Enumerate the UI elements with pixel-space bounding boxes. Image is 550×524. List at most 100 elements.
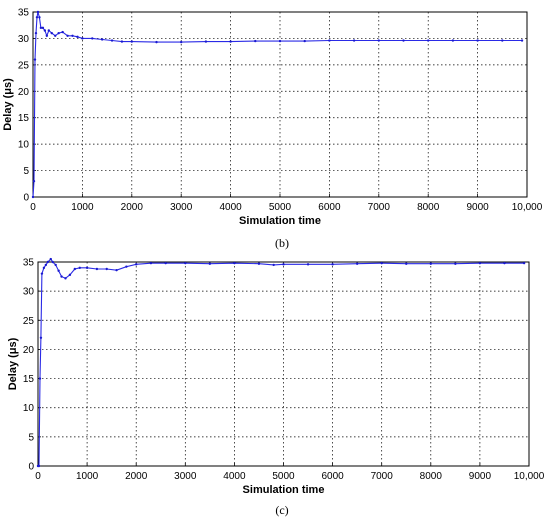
x-tick-label: 8000: [420, 471, 443, 482]
data-point: [49, 257, 52, 261]
x-tick-label: 0: [35, 471, 41, 482]
y-tick-label: 35: [18, 8, 30, 19]
y-tick-label: 0: [28, 462, 34, 473]
data-point: [64, 277, 67, 280]
data-point: [130, 40, 133, 43]
data-point: [32, 179, 36, 183]
x-tick-label: 6000: [318, 202, 341, 213]
y-tick-label: 35: [23, 258, 35, 269]
x-tick-label: 1000: [71, 202, 94, 213]
data-point: [454, 262, 457, 265]
data-point: [115, 268, 118, 272]
chart-panel-b: 0 1000 2000 3000 4000 5000 6000 7000 8000 9000 10,…: [2, 8, 543, 228]
y-axis-label: Delay (μs): [2, 78, 14, 131]
data-point: [68, 273, 72, 277]
data-point: [204, 40, 208, 43]
data-point: [54, 34, 57, 37]
x-tick-label: 10,000: [512, 202, 543, 213]
y-tick-label: 10: [23, 403, 35, 414]
data-point: [38, 16, 41, 19]
series-line: [38, 258, 525, 467]
y-tick-label: 20: [18, 87, 30, 98]
data-point: [120, 40, 124, 43]
y-tick-label: 25: [18, 60, 30, 71]
data-point: [95, 267, 99, 271]
data-point: [278, 39, 282, 43]
data-point: [39, 26, 43, 30]
y-tick-label: 15: [23, 374, 35, 385]
data-point: [73, 267, 77, 271]
data-point: [54, 263, 57, 267]
x-tick-label: 0: [30, 202, 36, 213]
data-point: [405, 262, 408, 265]
data-point: [478, 261, 482, 265]
data-point: [37, 464, 41, 468]
data-point: [303, 39, 306, 43]
y-tick-label: 5: [23, 166, 29, 177]
data-point: [282, 263, 285, 266]
y-tick-label: 5: [28, 432, 34, 443]
data-point: [40, 272, 44, 275]
data-point: [135, 263, 138, 266]
data-point: [110, 39, 114, 42]
data-point: [35, 16, 39, 19]
panel-caption-c: (c): [275, 503, 288, 517]
data-point: [164, 261, 167, 265]
data-point: [66, 34, 69, 37]
data-point: [51, 260, 54, 264]
y-tick-label: 25: [23, 316, 35, 327]
x-tick-label: 5000: [272, 471, 295, 482]
data-point: [522, 261, 526, 265]
data-point: [520, 39, 524, 42]
x-tick-label: 3000: [170, 202, 193, 213]
x-tick-label: 8000: [417, 202, 440, 213]
data-point: [71, 34, 74, 37]
y-tick-label: 20: [23, 345, 35, 356]
data-point: [125, 265, 128, 268]
data-point: [429, 262, 432, 265]
data-point: [45, 34, 49, 37]
x-tick-label: 1000: [76, 471, 99, 482]
data-point: [60, 275, 63, 278]
data-point: [100, 38, 104, 41]
data-point: [91, 37, 94, 40]
x-axis-label: Simulation time: [239, 215, 321, 227]
x-tick-label: 2000: [125, 471, 148, 482]
x-tick-label: 10,000: [514, 471, 545, 482]
data-point: [46, 260, 50, 264]
y-axis-label: Delay (μs): [7, 337, 19, 390]
x-tick-label: 4000: [223, 471, 246, 482]
x-tick-label: 3000: [174, 471, 197, 482]
data-point: [57, 269, 60, 272]
data-point: [306, 263, 310, 266]
y-tick-label: 30: [23, 287, 35, 298]
data-point: [476, 39, 479, 42]
data-point: [31, 195, 35, 199]
data-point: [43, 29, 47, 32]
x-tick-label: 5000: [269, 202, 292, 213]
data-point: [78, 266, 81, 270]
data-point: [34, 31, 38, 35]
data-point: [331, 263, 334, 266]
x-axis-label: Simulation time: [243, 484, 325, 496]
series-line: [32, 11, 523, 198]
data-point: [272, 263, 275, 267]
data-point: [57, 31, 60, 35]
data-point: [451, 39, 455, 42]
data-point: [42, 266, 46, 270]
y-tick-label: 0: [23, 193, 29, 204]
data-point: [427, 39, 430, 42]
x-tick-label: 9000: [469, 471, 492, 482]
data-point: [229, 40, 232, 43]
data-point: [41, 26, 45, 30]
data-point: [503, 261, 506, 265]
data-point: [105, 267, 108, 271]
data-point: [81, 37, 84, 40]
data-point: [377, 39, 380, 42]
data-point: [36, 10, 40, 14]
data-point: [61, 30, 64, 34]
y-tick-label: 30: [18, 34, 30, 45]
x-tick-label: 9000: [466, 202, 489, 213]
data-point: [33, 58, 37, 61]
